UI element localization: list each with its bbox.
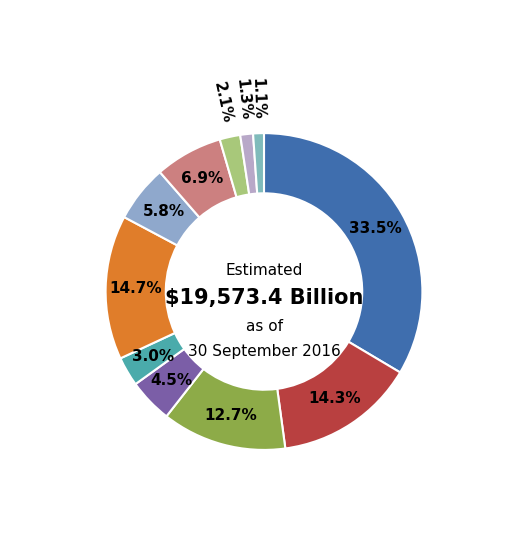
Wedge shape (240, 134, 257, 194)
Text: 1.3%: 1.3% (233, 78, 252, 121)
Text: 3.0%: 3.0% (132, 349, 174, 364)
Text: 14.3%: 14.3% (308, 391, 361, 406)
Wedge shape (253, 133, 264, 193)
Wedge shape (220, 135, 249, 197)
Text: 12.7%: 12.7% (204, 408, 257, 423)
Wedge shape (160, 140, 237, 218)
Text: 2.1%: 2.1% (211, 80, 234, 125)
Text: 14.7%: 14.7% (109, 281, 162, 295)
Wedge shape (277, 342, 400, 449)
Text: 4.5%: 4.5% (150, 373, 193, 388)
Text: $19,573.4 Billion: $19,573.4 Billion (165, 288, 363, 308)
Text: 5.8%: 5.8% (143, 204, 185, 219)
Text: 30 September 2016: 30 September 2016 (187, 344, 341, 359)
Wedge shape (106, 217, 177, 358)
Wedge shape (166, 369, 285, 450)
Wedge shape (136, 349, 203, 416)
Wedge shape (124, 172, 200, 245)
Text: Estimated: Estimated (225, 263, 303, 279)
Wedge shape (120, 333, 184, 384)
Text: as of: as of (246, 319, 282, 334)
Text: 6.9%: 6.9% (181, 172, 224, 186)
Text: 33.5%: 33.5% (349, 220, 402, 236)
Wedge shape (264, 133, 422, 372)
Text: 1.1%: 1.1% (249, 77, 266, 119)
